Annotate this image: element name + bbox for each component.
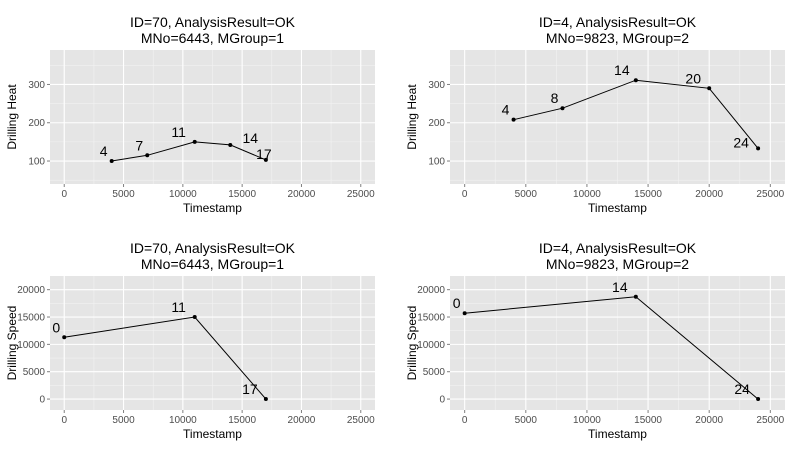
chart-panel-2: 0 5000 10000 15000 20000 25000 100 200 300 ID=4, … [405,14,785,215]
y-axis-title: Drilling Speed [5,306,19,381]
data-point [707,86,712,91]
data-point [756,146,761,151]
data-point-label: 7 [135,137,143,153]
data-point [263,157,268,162]
data-point-label: 8 [551,90,559,106]
y-tick-label: 5000 [23,367,46,378]
y-tick-label: 20000 [17,285,45,296]
chart-title-line-2: MNo=9823, MGroup=2 [546,30,689,46]
data-point [228,142,233,147]
chart-title-line-1: ID=4, AnalysisResult=OK [539,14,697,30]
x-tick-label: 5000 [112,415,135,426]
x-tick-label: 0 [61,415,67,426]
data-point-label: 14 [612,279,628,295]
x-tick-label: 5000 [515,415,538,426]
x-tick-label: 10000 [169,189,197,200]
chart-title-line-1: ID=4, AnalysisResult=OK [539,240,697,256]
x-tick-label: 25000 [756,189,784,200]
data-point [109,159,114,164]
y-tick-label: 100 [28,157,45,168]
x-tick-label: 10000 [169,415,197,426]
data-point-label: 20 [685,70,701,86]
data-point [511,117,516,122]
data-point-label: 17 [256,146,272,162]
data-point [263,397,268,402]
x-tick-label: 0 [462,415,468,426]
data-point [756,397,761,402]
y-axis-title: Drilling Heat [405,84,419,150]
chart-title-line-2: MNo=9823, MGroup=2 [546,256,689,272]
data-point [145,153,150,158]
data-point-label: 14 [243,130,259,146]
data-point [62,335,67,340]
data-point-label: 14 [614,62,630,78]
x-axis-title: Timestamp [183,427,242,441]
x-tick-label: 5000 [112,189,135,200]
x-tick-label: 15000 [228,189,256,200]
chart-title-line-1: ID=70, AnalysisResult=OK [130,240,296,256]
y-tick-label: 0 [439,395,445,406]
data-point-label: 11 [171,124,186,140]
y-tick-label: 200 [28,118,45,129]
y-axis-title: Drilling Heat [5,84,19,150]
x-tick-label: 25000 [347,189,375,200]
x-tick-label: 10000 [573,189,601,200]
data-point [192,139,197,144]
data-point-label: 0 [52,319,60,335]
x-tick-label: 25000 [756,415,784,426]
x-tick-label: 15000 [634,415,662,426]
chart-panel-3: 0 5000 10000 15000 20000 25000 0 5000 10000 15000… [5,240,375,441]
x-tick-label: 25000 [347,415,375,426]
y-tick-label: 20000 [417,285,445,296]
chart-panel-1: 0 5000 10000 15000 20000 25000 100 200 300 ID=70,… [5,14,375,215]
y-tick-label: 300 [428,80,445,91]
y-tick-label: 200 [428,118,445,129]
y-tick-label: 5000 [423,367,446,378]
x-tick-label: 20000 [695,415,723,426]
data-point-label: 0 [453,295,461,311]
data-point-label: 11 [171,299,186,315]
y-axis-title: Drilling Speed [405,306,419,381]
x-tick-label: 0 [462,189,468,200]
data-point [192,315,197,320]
data-point-label: 24 [734,381,750,397]
x-tick-label: 15000 [634,189,662,200]
y-tick-label: 15000 [417,313,445,324]
x-tick-label: 5000 [515,189,538,200]
y-tick-label: 10000 [417,340,445,351]
x-tick-label: 20000 [695,189,723,200]
chart-title-line-2: MNo=6443, MGroup=1 [141,30,284,46]
y-tick-label: 100 [428,157,445,168]
x-tick-label: 0 [61,189,67,200]
data-point-label: 17 [242,381,258,397]
x-tick-label: 20000 [288,415,316,426]
data-point-label: 4 [100,143,108,159]
y-tick-label: 0 [39,395,45,406]
data-point [462,311,467,316]
x-tick-label: 15000 [228,415,256,426]
x-axis-title: Timestamp [588,201,647,215]
x-tick-label: 20000 [288,189,316,200]
chart-title-line-1: ID=70, AnalysisResult=OK [130,14,296,30]
chart-title-line-2: MNo=6443, MGroup=1 [141,256,284,272]
data-point-label: 24 [733,134,749,150]
data-point [560,106,565,111]
y-tick-label: 300 [28,80,45,91]
data-point [633,78,638,83]
y-tick-label: 10000 [17,340,45,351]
x-axis-title: Timestamp [588,427,647,441]
chart-panel-4: 0 5000 10000 15000 20000 25000 0 5000 10000 15000… [405,240,785,441]
x-tick-label: 10000 [573,415,601,426]
data-point-label: 4 [502,102,510,118]
y-tick-label: 15000 [17,313,45,324]
x-axis-title: Timestamp [183,201,242,215]
data-point [633,294,638,299]
